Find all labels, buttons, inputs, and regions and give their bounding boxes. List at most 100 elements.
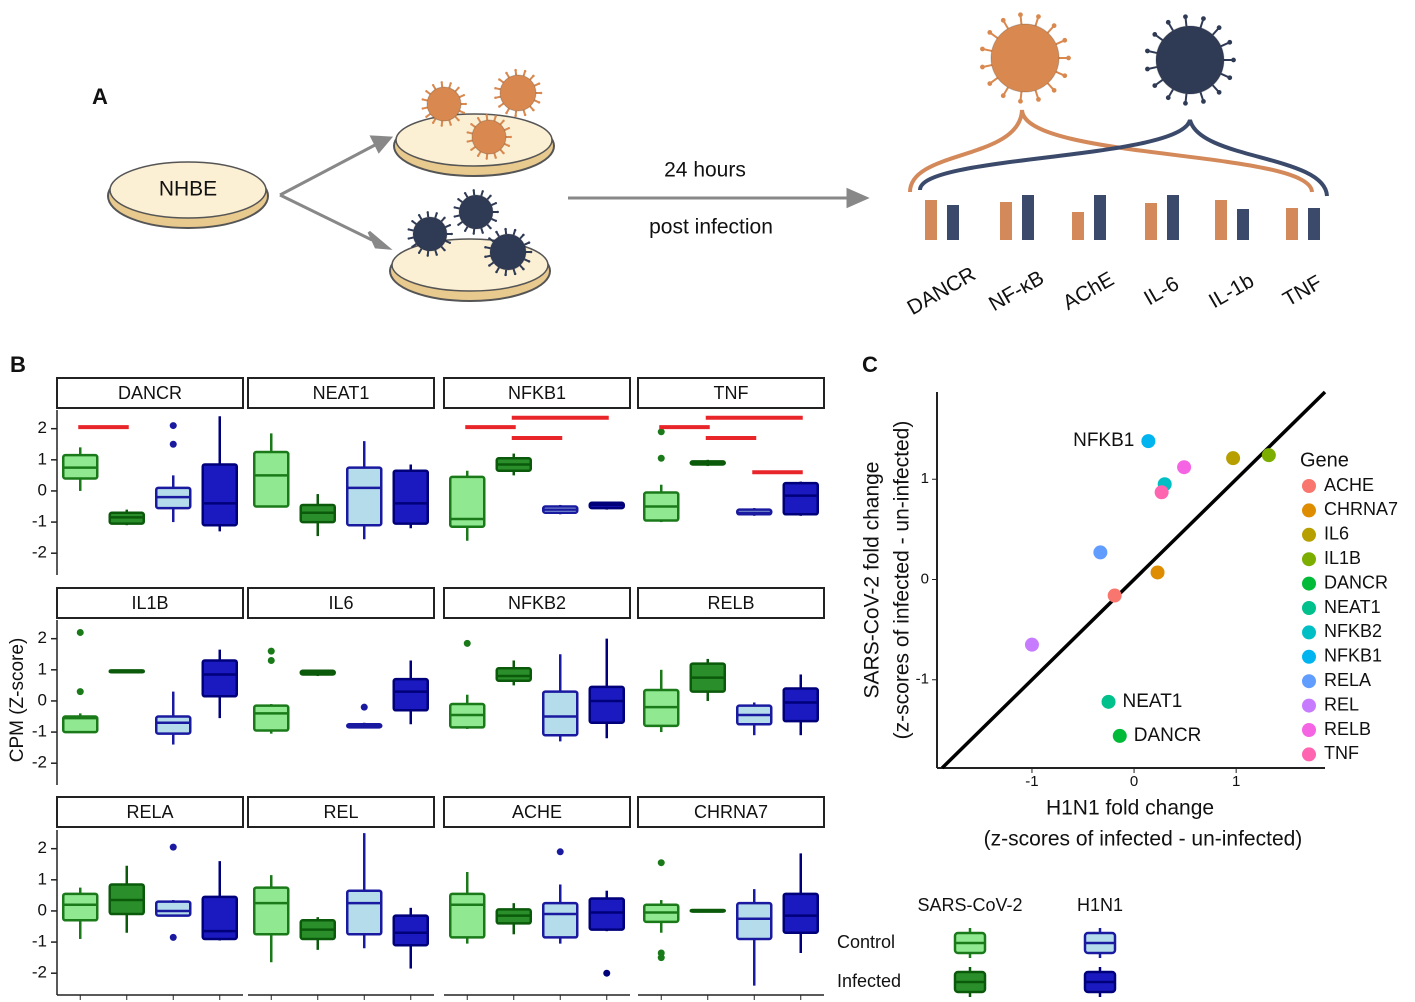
box	[201, 463, 238, 527]
point	[1261, 448, 1276, 463]
virus-spike	[486, 195, 491, 201]
virus-spike-tip	[425, 115, 428, 118]
virus-spike-tip	[457, 118, 460, 122]
virus-spike	[434, 249, 438, 255]
virus-spike	[1199, 92, 1205, 101]
facet-title: RELA	[126, 802, 173, 822]
outlier	[169, 440, 177, 448]
virus-spike	[448, 119, 452, 125]
virus-spike-tip	[449, 123, 452, 126]
point	[1154, 485, 1169, 500]
virus-spike-tip	[532, 108, 535, 112]
virus-spike-tip	[513, 272, 517, 276]
virus-spike-tip	[466, 131, 469, 134]
virus-spike-tip	[421, 98, 424, 101]
virus-spike-tip	[1145, 48, 1150, 54]
y-tick-label: 1	[38, 659, 47, 678]
virus-spike-tip	[457, 198, 460, 201]
virus-spike	[1002, 86, 1009, 96]
legend-swatch	[1302, 747, 1316, 762]
box	[782, 892, 819, 934]
virus-spike	[1184, 17, 1188, 27]
virus-spike	[480, 227, 484, 233]
outlier	[657, 859, 665, 867]
virus-spike	[1047, 25, 1055, 34]
virus-spike	[459, 94, 464, 98]
outlier	[657, 428, 665, 436]
bar	[1215, 200, 1227, 240]
virus-spike-tip	[484, 245, 487, 249]
virus-spike-tip	[426, 254, 429, 257]
y-tick-label: 2	[38, 418, 47, 437]
virus-spike	[522, 71, 526, 77]
virus-spike-tip	[504, 273, 507, 277]
legend-swatch	[1302, 723, 1316, 737]
virus-spike-tip	[502, 151, 505, 155]
virus-spike-tip	[472, 189, 475, 192]
virus-spike	[1034, 17, 1040, 26]
virus-spike	[499, 148, 504, 154]
virus-spike-tip	[407, 228, 410, 231]
point	[1093, 545, 1108, 560]
legend-label: NEAT1	[1324, 597, 1381, 617]
bar	[1072, 212, 1084, 240]
virus-spike-tip	[462, 93, 466, 97]
virus-spike	[1199, 19, 1205, 28]
box	[392, 677, 429, 712]
virus	[489, 233, 527, 271]
virus-spike	[409, 228, 414, 232]
virus-spike	[512, 230, 516, 236]
outlier	[657, 454, 665, 462]
virus-spike	[454, 87, 459, 93]
outlier	[76, 628, 84, 636]
facet-title: ACHE	[512, 802, 562, 822]
virus-spike-tip	[476, 154, 480, 158]
virus-spike-tip	[523, 113, 527, 117]
category-label: AChE	[1059, 268, 1118, 315]
box	[392, 914, 429, 947]
outlier	[603, 969, 611, 977]
virus-spike	[504, 127, 509, 131]
virus-spike-tip	[522, 267, 525, 271]
virus-spike-tip	[449, 82, 452, 85]
virus-spike-tip	[489, 194, 492, 198]
legend-swatch	[1302, 698, 1316, 713]
virus-spike-tip	[450, 232, 453, 236]
time-label: 24 hours	[664, 159, 746, 182]
virus	[1155, 25, 1225, 95]
virus-spike	[485, 246, 491, 250]
legend-label: IL1B	[1324, 548, 1361, 568]
panel-label: B	[10, 352, 26, 377]
virus-spike-tip	[435, 253, 438, 256]
legend-label: RELB	[1324, 719, 1371, 739]
virus-spike-tip	[1018, 98, 1023, 104]
box	[736, 901, 773, 941]
virus-spike-tip	[1036, 97, 1041, 102]
virus-spike-tip	[1051, 23, 1057, 29]
virus-spike	[1184, 93, 1188, 103]
virus-spike-tip	[1152, 32, 1158, 37]
virus-spike-tip	[537, 82, 541, 85]
bar	[1094, 195, 1106, 240]
legend-column: H1N1	[1077, 895, 1123, 915]
legend-swatch	[1302, 527, 1316, 542]
virus-spike	[445, 224, 450, 228]
y-tick-label: 1	[921, 470, 929, 487]
virus-spike	[480, 191, 484, 197]
identity-line	[940, 390, 1327, 770]
outlier	[267, 647, 275, 655]
virus-spike	[534, 82, 539, 87]
y-tick-label: 0	[38, 690, 47, 709]
point-label: NFKB1	[1073, 430, 1134, 451]
virus-spike-tip	[494, 156, 497, 159]
y-tick-label: -1	[32, 512, 47, 531]
virus-spike	[1148, 66, 1157, 70]
category-label: IL-1b	[1205, 269, 1258, 313]
virus	[990, 23, 1060, 93]
bar	[1167, 195, 1179, 240]
facet-strip	[637, 796, 825, 828]
virus-spike	[455, 206, 460, 210]
virus-spike-tip	[496, 210, 499, 214]
virus-spike-tip	[532, 74, 535, 78]
virus-spike-tip	[1018, 12, 1023, 18]
